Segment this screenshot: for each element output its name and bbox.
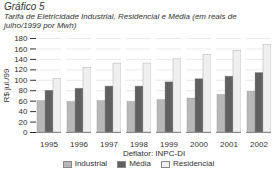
svg-text:140: 140	[14, 55, 28, 64]
svg-text:Deflator: INPC-DI: Deflator: INPC-DI	[123, 149, 185, 158]
svg-text:40: 40	[19, 107, 28, 116]
svg-text:1996: 1996	[70, 140, 88, 149]
svg-text:2002: 2002	[250, 140, 268, 149]
svg-text:1995: 1995	[40, 140, 58, 149]
svg-text:100: 100	[14, 76, 28, 85]
html-text:Residencial: Residencial	[173, 159, 215, 168]
svg-text:2001: 2001	[220, 140, 238, 149]
svg-text:60: 60	[19, 97, 28, 106]
svg-text:1999: 1999	[160, 140, 178, 150]
html-text:Industrial: Industrial	[74, 159, 108, 168]
svg-text:80: 80	[19, 86, 28, 95]
html-text:Tarifa de Eletricidade Industr: Tarifa de Eletricidade Industrial, Resid…	[4, 12, 237, 30]
svg-text:1998: 1998	[130, 140, 148, 150]
svg-text:180: 180	[14, 34, 28, 43]
svg-text:2000: 2000	[190, 140, 208, 149]
svg-text:120: 120	[14, 65, 28, 74]
svg-text:1997: 1997	[100, 140, 118, 149]
svg-text:0: 0	[23, 128, 28, 137]
svg-text:20: 20	[19, 118, 28, 127]
svg-text:R$ jul./99: R$ jul./99	[2, 68, 11, 102]
svg-text:160: 160	[14, 45, 28, 54]
html-text:Gráfico 5: Gráfico 5	[4, 1, 45, 12]
html-text:Média: Média	[129, 159, 151, 168]
